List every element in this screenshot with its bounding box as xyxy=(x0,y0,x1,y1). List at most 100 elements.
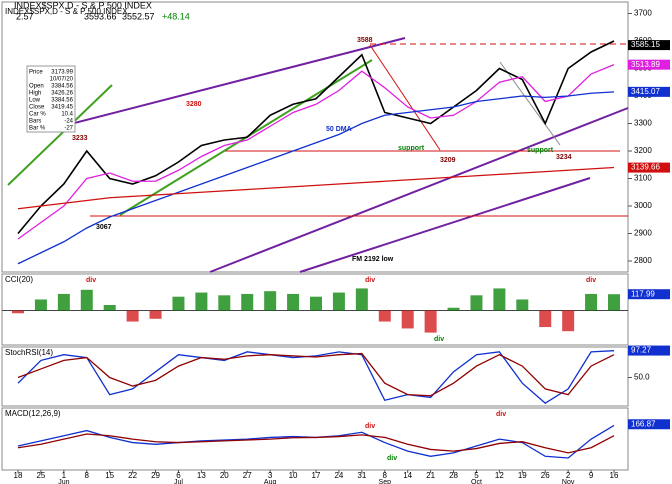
x-tick-label: 8 xyxy=(383,471,388,480)
bar xyxy=(424,310,437,333)
bar xyxy=(80,289,93,311)
x-tick-label: 26 xyxy=(541,471,550,480)
series-line xyxy=(17,91,615,265)
x-tick-label: 28 xyxy=(449,471,458,480)
series-line xyxy=(17,352,615,397)
info-label: High xyxy=(29,91,41,97)
x-tick-label: 10 xyxy=(289,471,298,480)
month-label: Jul xyxy=(174,479,183,484)
bar xyxy=(493,288,506,311)
trend-line xyxy=(499,61,561,146)
x-tick-label: 25 xyxy=(36,471,45,480)
series-line xyxy=(17,166,615,210)
annotation: div xyxy=(496,411,506,418)
x-tick-label: 1 xyxy=(62,471,67,480)
bar xyxy=(332,292,345,311)
x-tick-label: 3 xyxy=(268,471,273,480)
bar xyxy=(378,310,391,322)
info-label: Bars xyxy=(29,119,41,125)
price-panel xyxy=(1,1,629,273)
x-tick-label: 17 xyxy=(312,471,321,480)
x-tick-label: 27 xyxy=(243,471,252,480)
bar xyxy=(264,291,277,311)
annotation: div xyxy=(365,423,375,430)
info-value: 10.4 xyxy=(61,112,73,118)
bar xyxy=(287,293,300,311)
bar xyxy=(34,299,47,311)
bar xyxy=(585,293,598,311)
header-value: +48.14 xyxy=(162,11,190,21)
annotation: div xyxy=(586,277,596,284)
info-value: 3426.26 xyxy=(51,91,73,97)
bar xyxy=(470,295,483,311)
x-tick-label: 8 xyxy=(85,471,90,480)
info-value: 3384.56 xyxy=(51,98,73,104)
x-tick-label: 22 xyxy=(128,471,137,480)
bar xyxy=(401,310,414,329)
trend-line xyxy=(299,177,591,273)
x-tick-label: 6 xyxy=(176,471,181,480)
x-tick-label: 24 xyxy=(334,471,343,480)
bar xyxy=(355,288,368,311)
bar xyxy=(195,292,208,311)
annotation: support xyxy=(527,147,554,154)
x-tick-label: 31 xyxy=(357,471,366,480)
trend-line xyxy=(54,37,406,129)
y-tick-label: 2800 xyxy=(634,256,652,265)
annotation: 3067 xyxy=(96,224,112,231)
series-line xyxy=(17,64,615,240)
bar xyxy=(218,295,231,311)
last-label-box xyxy=(628,289,670,300)
last-label-box xyxy=(628,419,670,430)
bar xyxy=(562,310,575,332)
series-line xyxy=(17,40,615,235)
annotation: 50 DMA xyxy=(326,126,352,133)
info-value: 3173.99 xyxy=(51,70,73,76)
bar xyxy=(539,310,552,328)
y-tick-label: 3100 xyxy=(634,174,652,183)
x-tick-label: 20 xyxy=(220,471,229,480)
price-label: 3139.66 xyxy=(631,163,660,172)
info-label: Bar % xyxy=(29,126,46,132)
x-tick-label: 29 xyxy=(151,471,160,480)
y-tick-label: 3000 xyxy=(634,201,652,210)
bar xyxy=(103,304,116,311)
month-label: Sep xyxy=(379,479,392,484)
bar xyxy=(149,310,162,319)
annotation: 3588 xyxy=(357,37,373,44)
x-tick-label: 5 xyxy=(474,471,479,480)
y-tick-label: 3300 xyxy=(634,119,652,128)
info-label: Car % xyxy=(29,112,46,118)
month-label: Aug xyxy=(264,479,277,484)
annotation: div xyxy=(434,336,444,343)
bar xyxy=(447,307,460,311)
info-label: Low xyxy=(29,98,41,104)
x-tick-label: 12 xyxy=(495,471,504,480)
info-value: 3384.56 xyxy=(51,84,73,90)
price-label-box xyxy=(628,59,670,70)
price-label: 3585.15 xyxy=(631,40,660,49)
price-label: 3513.89 xyxy=(631,60,660,69)
annotation: div xyxy=(387,455,397,462)
price-label: 3415.07 xyxy=(631,87,660,96)
panel-title: INDEX$SPX,D - S & P 500 INDEX xyxy=(5,7,128,16)
panel-title: CCI(20) xyxy=(5,275,33,284)
annotation: 3209 xyxy=(440,157,456,164)
x-tick-label: 9 xyxy=(589,471,594,480)
month-label: Oct xyxy=(471,479,482,484)
price-label-box xyxy=(628,40,670,51)
annotation: 3233 xyxy=(72,135,88,142)
bar xyxy=(172,296,185,311)
info-label: Price xyxy=(29,70,43,76)
price-label-box xyxy=(628,86,670,97)
series-line xyxy=(17,350,615,404)
panel-title: MACD(12,26,9) xyxy=(5,409,61,418)
month-label: Jun xyxy=(58,479,69,484)
annotation: div xyxy=(365,277,375,284)
annotation: div xyxy=(86,277,96,284)
x-tick-label: 14 xyxy=(403,471,412,480)
annotation: FM 2192 low xyxy=(352,256,394,263)
panel-title: StochRSI(14) xyxy=(5,348,53,357)
last-label-box xyxy=(628,345,670,356)
last-label: 117.99 xyxy=(631,289,655,298)
